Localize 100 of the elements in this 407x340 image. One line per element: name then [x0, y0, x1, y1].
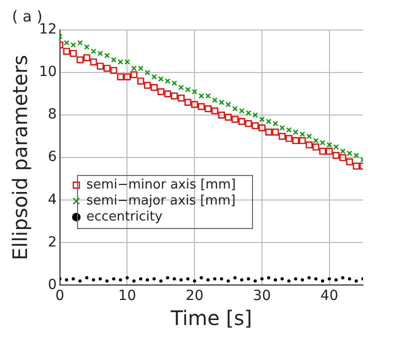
- point: [252, 122, 259, 130]
- point: [76, 56, 84, 64]
- point: [166, 276, 170, 280]
- point: [164, 78, 170, 84]
- point: [266, 118, 272, 124]
- point: [205, 93, 211, 99]
- point: [346, 158, 353, 166]
- point: [131, 66, 137, 71]
- point: [64, 40, 70, 46]
- point: [191, 101, 198, 108]
- y-tick-label: 4: [48, 192, 57, 208]
- point: [298, 137, 306, 144]
- point: [267, 276, 270, 280]
- point: [341, 276, 344, 280]
- point: [170, 92, 178, 100]
- point: [178, 84, 184, 90]
- point: [84, 44, 90, 50]
- point: [63, 48, 70, 55]
- point: [105, 279, 109, 283]
- legend-label: eccentricity: [86, 209, 163, 224]
- point: [274, 278, 278, 282]
- point: [78, 279, 82, 283]
- point: [126, 276, 129, 280]
- point: [159, 279, 162, 283]
- point: [218, 112, 225, 118]
- point: [326, 148, 333, 155]
- point: [224, 114, 232, 121]
- legend-label: semi−major axis [mm]: [86, 193, 236, 208]
- point: [144, 82, 151, 89]
- point: [130, 71, 138, 78]
- x-axis-title: Time [s]: [170, 306, 252, 330]
- point: [164, 90, 172, 98]
- point: [172, 277, 176, 280]
- point: [239, 108, 244, 114]
- point: [326, 142, 332, 148]
- point: [124, 73, 131, 80]
- point: [233, 276, 237, 280]
- point: [150, 84, 158, 91]
- point: [158, 76, 164, 82]
- point: [112, 277, 116, 280]
- point: [278, 132, 286, 140]
- point: [313, 138, 319, 144]
- point: [70, 50, 77, 57]
- point: [279, 125, 285, 131]
- point: [90, 58, 97, 66]
- point: [137, 78, 144, 84]
- point: [226, 279, 230, 283]
- point: [64, 278, 68, 282]
- point: [226, 102, 231, 108]
- x-tick-label: 40: [320, 288, 338, 304]
- point: [178, 94, 185, 102]
- point: [110, 66, 118, 74]
- point: [312, 144, 320, 150]
- point: [320, 140, 326, 146]
- point: [104, 64, 110, 72]
- point: [172, 80, 178, 86]
- point: [332, 152, 340, 159]
- point: [138, 66, 144, 71]
- point: [348, 277, 352, 280]
- point: [320, 279, 324, 283]
- legend-label: semi−minor axis [mm]: [86, 177, 236, 192]
- point: [232, 116, 238, 123]
- point: [85, 276, 88, 280]
- point: [334, 278, 338, 282]
- point: [146, 278, 149, 282]
- point: [285, 135, 292, 142]
- point: [265, 128, 272, 136]
- point: [300, 131, 306, 137]
- point: [92, 278, 96, 282]
- x-tick-label: 30: [253, 288, 271, 304]
- point: [72, 277, 75, 280]
- point: [198, 103, 205, 110]
- point: [70, 42, 76, 48]
- point: [96, 62, 104, 70]
- point: [352, 162, 360, 170]
- y-tick-label: 8: [48, 106, 57, 123]
- point: [206, 278, 210, 282]
- point: [98, 50, 103, 56]
- point: [292, 137, 300, 144]
- point: [258, 124, 266, 132]
- point: [294, 277, 298, 280]
- point: [104, 52, 110, 58]
- x-tick-label: 10: [118, 288, 136, 304]
- point: [254, 279, 257, 283]
- point: [308, 276, 311, 280]
- y-tick-label: 10: [38, 64, 57, 80]
- point: [246, 110, 252, 116]
- point: [98, 277, 102, 280]
- point: [192, 88, 198, 94]
- y-tick-label: 2: [48, 234, 57, 250]
- point: [118, 59, 124, 65]
- point: [280, 277, 284, 280]
- point: [220, 277, 224, 280]
- point: [300, 278, 304, 282]
- point: [272, 128, 279, 136]
- point: [287, 279, 290, 283]
- point: [110, 57, 116, 62]
- point: [184, 98, 192, 106]
- point: [238, 118, 246, 125]
- point: [340, 148, 346, 154]
